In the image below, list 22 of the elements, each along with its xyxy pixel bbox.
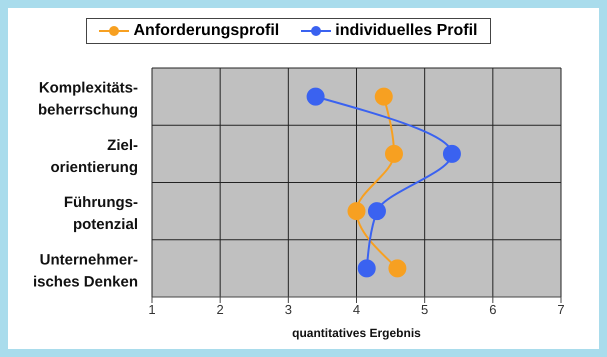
x-tick-label: 3 bbox=[284, 302, 292, 318]
point bbox=[306, 88, 325, 106]
x-tick-label: 4 bbox=[352, 302, 360, 318]
x-tick-label: 7 bbox=[557, 302, 565, 318]
x-axis-title: quantitatives Ergebnis bbox=[292, 326, 422, 340]
legend-label: Anforderungsprofil bbox=[132, 22, 280, 40]
legend-label: individuelles Profil bbox=[334, 22, 478, 40]
y-tick-label: Unternehmer-isches Denken bbox=[32, 251, 138, 290]
x-tick-label: 2 bbox=[216, 302, 224, 318]
point bbox=[442, 144, 461, 163]
x-tick-label: 5 bbox=[421, 302, 428, 318]
point bbox=[388, 259, 406, 278]
y-tick-label: Führungs-potenzial bbox=[64, 194, 138, 234]
point bbox=[358, 259, 376, 278]
point bbox=[374, 88, 393, 106]
point bbox=[384, 144, 403, 163]
x-tick-label: 1 bbox=[148, 302, 156, 318]
y-tick-label: Ziel-orientierung bbox=[50, 136, 138, 176]
point bbox=[368, 202, 386, 220]
x-tick-label: 6 bbox=[489, 302, 496, 318]
point bbox=[348, 202, 366, 220]
y-tick-label: Komplexitäts-beherrschung bbox=[38, 80, 138, 119]
